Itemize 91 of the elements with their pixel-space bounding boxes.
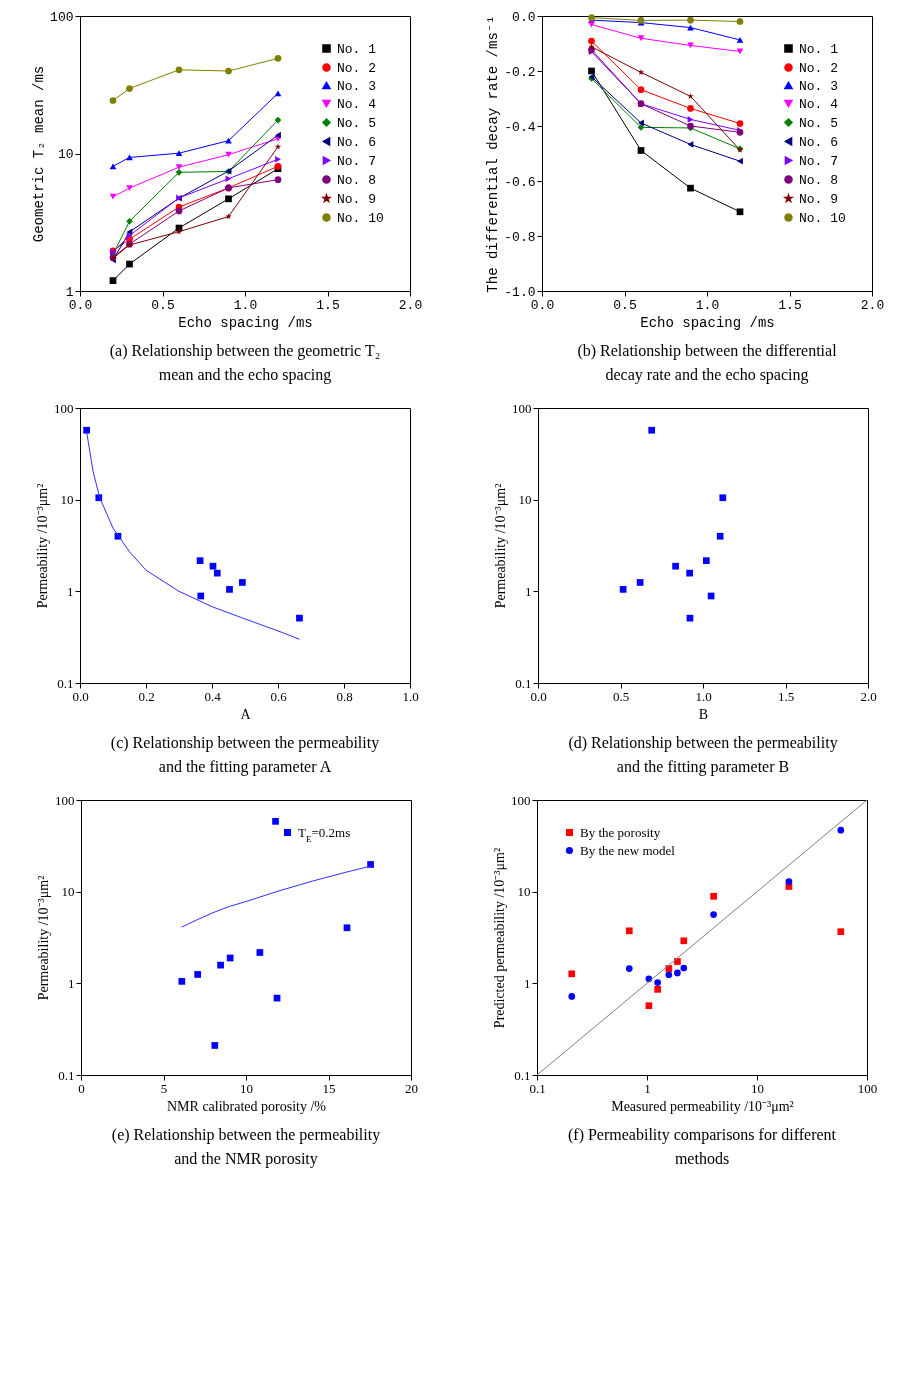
y-axis-title: Predicted permeability /10⁻³μm²	[492, 847, 507, 1029]
x-tick-label: 5	[160, 1080, 167, 1096]
x-tick-label: 0.5	[151, 297, 175, 313]
text: (f) Permeability comparisons for different methods	[567, 1126, 837, 1167]
y-tick-label: 10	[60, 492, 73, 508]
legend-label: No. 10	[799, 210, 846, 226]
x-axis-title: Echo spacing /ms	[178, 314, 313, 331]
legend-label: No. 9	[799, 191, 839, 207]
y-tick-label: -0.4	[504, 119, 536, 135]
y-axis-title: Permeability /10⁻³μm²	[492, 483, 508, 609]
x-tick-label: 2.0	[860, 297, 885, 313]
y-tick-label: 100	[511, 400, 531, 416]
x-tick-label: 2.0	[398, 297, 423, 313]
x-tick-label: 0.5	[613, 297, 637, 313]
y-tick-label: 0.1	[56, 675, 73, 691]
y-tick-label: 10	[57, 147, 74, 162]
y-axis-title: Permeability /10⁻³μm²	[35, 875, 51, 1001]
y-tick-label: 10	[518, 492, 531, 508]
x-tick-label: 0.6	[269, 688, 287, 704]
x-tick-label: 2.0	[859, 688, 877, 704]
y-axis-title: The differential decay rate /ms⁻¹	[485, 15, 502, 293]
legend-label: No. 5	[337, 115, 377, 131]
y-tick-label: -0.6	[504, 174, 536, 190]
x-axis-title: Measured permeability /10⁻³μm²	[611, 1098, 794, 1114]
x-tick-label: 1.0	[233, 297, 258, 313]
x-tick-label: 1.0	[694, 688, 712, 704]
y-tick-label: 0.1	[514, 675, 531, 691]
legend-label: No. 6	[799, 134, 839, 150]
y-tick-label: -0.2	[504, 64, 536, 80]
text: (e) Relationship between the permeability and the NMR porosity	[111, 1126, 380, 1168]
y-tick-label: -0.8	[504, 229, 536, 245]
text: (d) Relationship between the permeability and the fitting parameter B	[567, 734, 838, 776]
y-tick-label: 1	[66, 583, 73, 599]
y-tick-label: 100	[53, 400, 73, 416]
y-tick-label: 0.0	[512, 9, 536, 25]
x-axis-title: NMR calibrated porosity /%	[166, 1098, 326, 1114]
y-tick-label: 100	[54, 792, 74, 808]
legend-label: No. 7	[799, 153, 839, 169]
x-axis-title: A	[239, 706, 251, 722]
legend-label: No. 7	[337, 153, 377, 169]
y-axis-title: Geometric T₂ mean /ms	[31, 65, 48, 243]
legend-label: No. 1	[799, 41, 839, 57]
x-tick-label: 0.5	[612, 688, 629, 704]
legend-label: No. 3	[337, 78, 377, 94]
x-tick-label: 100	[857, 1080, 878, 1096]
y-tick-label: 1	[67, 975, 74, 991]
legend-label: No. 8	[799, 172, 839, 188]
x-tick-label: 1.0	[401, 688, 419, 704]
legend-label: No. 2	[799, 60, 839, 76]
x-tick-label: 0.8	[335, 688, 353, 704]
text: (b) Relationship between the differential decay rate and the echo spacing	[577, 342, 838, 384]
legend-label: No. 9	[337, 191, 377, 207]
legend-label: No. 8	[337, 172, 377, 188]
x-tick-label: 0.2	[137, 688, 155, 704]
y-tick-label: 100	[50, 9, 74, 25]
y-tick-label: 10	[517, 884, 531, 900]
legend-label: By the new model	[580, 842, 676, 858]
x-axis-title: B	[698, 706, 708, 722]
legend-label: No. 3	[799, 78, 839, 94]
x-tick-label: 1.0	[695, 297, 720, 313]
legend-label: No. 10	[337, 210, 384, 226]
x-tick-label: 10	[239, 1080, 253, 1096]
x-tick-label: 1	[644, 1080, 651, 1096]
y-tick-label: 10	[61, 884, 74, 900]
x-tick-label: 15	[322, 1080, 335, 1096]
x-tick-label: 0.4	[203, 688, 221, 704]
text: (a) Relationship between the geometric T₂ mean and the echo spacing	[109, 342, 381, 384]
y-axis-title: Permeability /10⁻³μm²	[34, 483, 50, 609]
legend-label: No. 5	[799, 115, 839, 131]
x-tick-label: 20	[404, 1080, 418, 1096]
y-tick-label: 100	[511, 792, 531, 808]
legend-label: No. 6	[337, 134, 377, 150]
y-tick-label: 1	[524, 975, 531, 991]
legend-label: By the porosity	[580, 824, 661, 840]
legend-label: No. 1	[337, 41, 377, 57]
legend-label: No. 4	[799, 96, 839, 112]
text: (c) Relationship between the permeability and the fitting parameter A	[110, 734, 379, 776]
y-tick-label: 1	[65, 284, 74, 300]
y-tick-label: 1	[524, 583, 531, 599]
x-tick-label: 1.5	[778, 297, 802, 313]
y-tick-label: 0.1	[57, 1067, 74, 1083]
legend-label: No. 4	[337, 96, 377, 112]
x-tick-label: 1.5	[777, 688, 794, 704]
legend-label: T$_{E}$=0.2ms	[297, 824, 350, 844]
legend-label: No. 2	[337, 60, 377, 76]
x-tick-label: 10	[751, 1080, 764, 1096]
y-tick-label: -1.0	[504, 284, 536, 300]
x-tick-label: 0	[77, 1080, 85, 1096]
x-axis-title: Echo spacing /ms	[640, 314, 775, 331]
x-tick-label: 1.5	[316, 297, 340, 313]
y-tick-label: 0.1	[514, 1067, 531, 1083]
